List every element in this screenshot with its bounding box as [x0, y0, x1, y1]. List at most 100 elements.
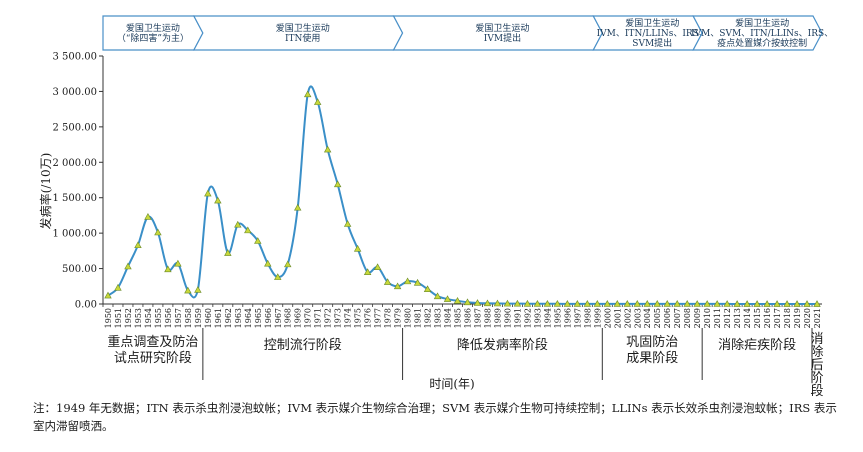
y-tick-label: 2 500.00	[52, 122, 97, 133]
data-point-marker	[673, 300, 681, 307]
data-point-marker	[323, 145, 332, 153]
y-tick-label: 0.00	[75, 300, 97, 311]
data-point-marker	[393, 282, 402, 290]
x-tick-label: 1978	[384, 308, 393, 328]
x-tick-label: 1987	[473, 308, 482, 328]
y-axis: 0.00 500.00 1 000.00 1 500.00 2 000.00 2 500.…	[52, 52, 104, 311]
data-point-marker	[543, 299, 552, 307]
x-tick-label: 2014	[743, 308, 752, 328]
data-point-marker	[783, 300, 791, 307]
data-point-marker	[583, 300, 592, 307]
data-point-marker	[633, 300, 641, 307]
y-tick-label: 1 000.00	[52, 229, 97, 240]
data-point-marker	[134, 241, 142, 249]
x-tick-label: 1979	[394, 308, 403, 328]
x-tick-label: 1952	[124, 308, 133, 328]
data-point-marker	[453, 296, 462, 304]
data-point-marker	[733, 300, 741, 307]
x-tick-label: 2004	[643, 308, 652, 328]
data-point-marker	[813, 300, 821, 307]
data-point-marker	[304, 90, 312, 98]
data-point-marker	[294, 203, 302, 211]
x-tick-label: 1954	[144, 308, 153, 328]
data-point-marker	[503, 299, 512, 307]
data-point-marker	[593, 300, 602, 307]
phase-label: 爱国卫生运动	[126, 22, 180, 34]
x-tick-label: 1976	[364, 308, 373, 328]
data-point-marker	[333, 180, 342, 188]
x-tick-label: 1996	[563, 308, 572, 328]
x-tick-label: 1953	[134, 308, 143, 328]
x-tick-label: 1968	[284, 308, 293, 328]
data-point-marker	[413, 278, 422, 286]
x-tick-label: 2008	[683, 308, 692, 328]
x-tick-label: 1966	[264, 308, 273, 328]
data-point-marker	[353, 244, 362, 252]
data-point-marker	[613, 300, 621, 307]
x-tick-label: 1969	[294, 308, 303, 328]
data-point-marker	[154, 228, 162, 236]
data-point-marker	[124, 262, 132, 270]
data-point-marker	[743, 300, 751, 307]
data-point-marker	[144, 213, 152, 220]
x-tick-label: 1951	[114, 308, 123, 328]
x-tick-label: 1965	[254, 308, 263, 328]
data-point-marker	[563, 300, 572, 307]
x-tick-label: 1985	[454, 308, 463, 328]
x-tick-label: 2010	[703, 308, 712, 328]
stage-label: 成果阶段	[626, 351, 678, 366]
x-tick-label: 2020	[803, 308, 812, 328]
data-point-marker	[383, 278, 392, 285]
x-tick-label: 2012	[723, 308, 732, 328]
x-tick-label: 1991	[513, 308, 522, 328]
stage-label: 试点研究阶段	[114, 351, 192, 366]
x-tick-label: 1950	[104, 308, 113, 328]
data-point-marker	[573, 300, 582, 307]
x-tick-label: 1986	[463, 308, 472, 328]
data-point-marker	[433, 292, 442, 300]
stage-label: 除	[810, 345, 823, 360]
x-tick-label: 1980	[404, 308, 413, 328]
x-tick-label: 1960	[204, 308, 213, 328]
x-tick-label: 1992	[523, 308, 532, 328]
x-tick-label: 2019	[793, 308, 802, 328]
x-tick-label: 1963	[234, 308, 243, 328]
x-tick-label: 1983	[434, 308, 443, 328]
x-tick-label: 1962	[224, 308, 233, 328]
stage-label: 阶	[810, 371, 823, 386]
x-tick-label: 1956	[164, 308, 173, 328]
x-tick-label: 1994	[543, 308, 552, 328]
x-tick-label: 1995	[553, 308, 562, 328]
phase-label: 爱国卫生运动	[735, 17, 789, 29]
x-tick-label: 1977	[374, 308, 383, 328]
data-point-marker	[254, 237, 262, 244]
x-tick-label: 1993	[533, 308, 542, 328]
data-point-marker	[713, 300, 721, 307]
x-tick-label: 2011	[713, 308, 722, 328]
x-tick-label: 1955	[154, 308, 163, 328]
data-point-marker	[373, 263, 382, 271]
y-tick-label: 2 000.00	[52, 158, 97, 169]
data-point-marker	[363, 268, 372, 275]
data-point-marker	[343, 220, 352, 227]
data-point-marker	[184, 286, 192, 294]
x-tick-label: 2005	[653, 308, 662, 328]
x-tick-label: 1997	[573, 308, 582, 328]
x-tick-label: 1989	[493, 308, 502, 328]
x-tick-label: 2017	[773, 308, 782, 328]
phase-label: 疫点处置媒介按蚊控制	[717, 37, 807, 49]
data-point-marker	[693, 300, 701, 307]
x-tick-label: 2018	[783, 308, 792, 328]
stage-label: 重点调查及防治	[107, 334, 198, 350]
x-tick-label: 1990	[503, 308, 512, 328]
data-point-marker	[463, 298, 472, 306]
phase-label: 爱国卫生运动	[276, 22, 330, 34]
x-tick-label: 2002	[623, 308, 632, 328]
data-point-marker	[553, 299, 562, 307]
data-point-marker	[653, 300, 661, 307]
data-point-marker	[313, 98, 322, 105]
x-tick-label: 1974	[344, 308, 353, 328]
phase-label: IVM提出	[484, 32, 521, 44]
x-tick-label: 2013	[733, 308, 742, 328]
